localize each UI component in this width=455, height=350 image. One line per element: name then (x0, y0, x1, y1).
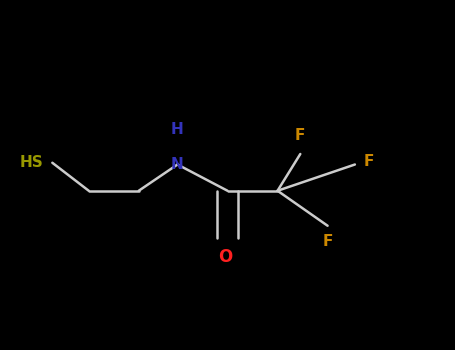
Text: F: F (364, 154, 374, 168)
Text: O: O (218, 248, 233, 266)
Text: N: N (171, 157, 184, 172)
Text: F: F (323, 234, 333, 250)
Text: F: F (295, 128, 305, 143)
Text: H: H (171, 121, 184, 136)
Text: HS: HS (20, 155, 43, 170)
